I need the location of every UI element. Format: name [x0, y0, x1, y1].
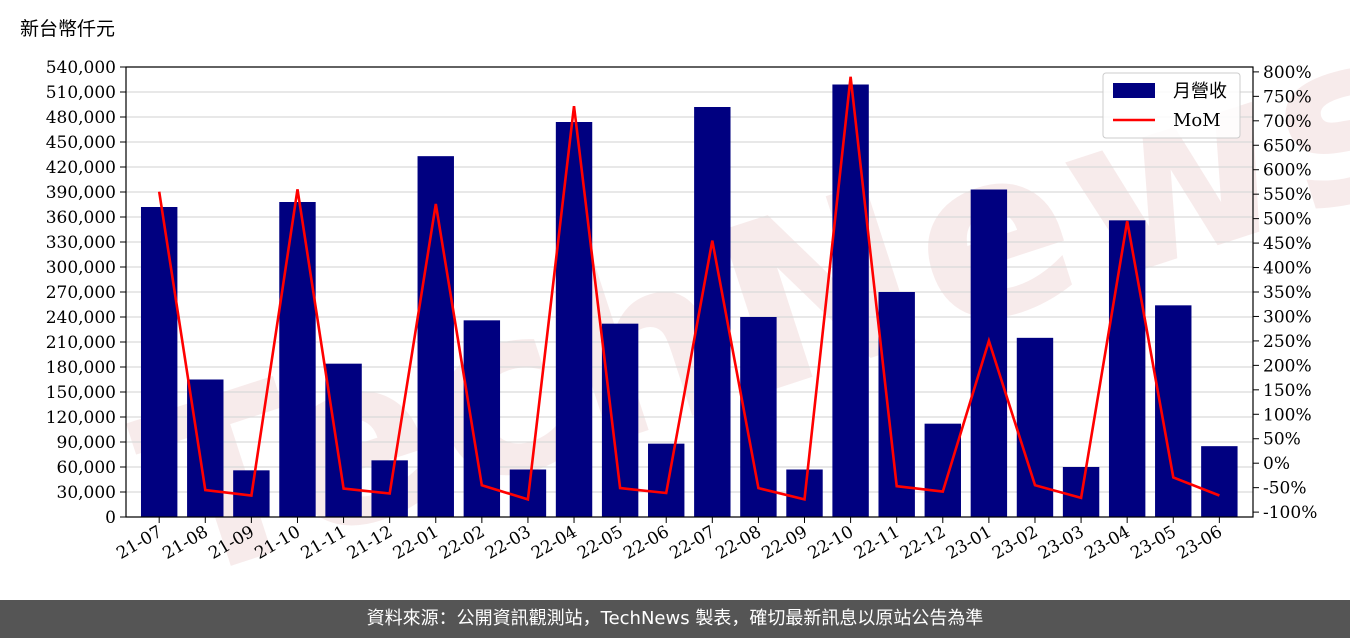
bar — [279, 202, 316, 517]
bar — [463, 320, 501, 517]
bar — [1201, 446, 1238, 517]
y-right-tick-label: 450% — [1263, 234, 1312, 254]
bar — [1016, 337, 1054, 517]
y-right-tick-label: 0% — [1263, 454, 1290, 474]
mom-line — [157, 76, 1220, 502]
y-right-tick-label: 700% — [1263, 112, 1312, 132]
x-tick-label: 22-08 — [712, 522, 764, 564]
y-right-tick-label: 650% — [1263, 136, 1312, 156]
legend-label-revenue: 月營收 — [1173, 81, 1227, 102]
x-tick-label: 23-01 — [943, 522, 995, 564]
y-left-tick-label: 450,000 — [46, 133, 116, 153]
x-tick-label: 22-12 — [897, 522, 949, 564]
y-left-tick-label: 270,000 — [46, 283, 116, 303]
x-tick-label: 21-07 — [113, 522, 165, 564]
y-right-tick-label: 800% — [1263, 63, 1312, 83]
x-tick-label: 21-08 — [159, 522, 211, 564]
y-right-tick-label: 200% — [1263, 356, 1312, 376]
bar — [555, 122, 593, 517]
y-right-tick-label: -100% — [1263, 503, 1317, 523]
x-tick-label: 22-01 — [390, 522, 442, 564]
y-left-tick-label: 510,000 — [46, 83, 116, 103]
y-left-tick-label: 150,000 — [46, 383, 116, 403]
bar — [648, 443, 685, 517]
x-tick-label: 23-03 — [1035, 522, 1087, 564]
y-left-tick-label: 30,000 — [57, 483, 116, 503]
x-tick-label: 22-09 — [759, 522, 811, 564]
y-right-tick-label: 750% — [1263, 87, 1312, 107]
plot-frame — [125, 66, 1254, 518]
y-right-tick-label: 550% — [1263, 185, 1312, 205]
y-left-tick-label: 540,000 — [46, 58, 116, 78]
x-tick-label: 22-02 — [436, 522, 488, 564]
footer-source: 資料來源：公開資訊觀測站，TechNews 製表，確切最新訊息以原站公告為準 — [0, 600, 1350, 638]
x-tick-label: 23-05 — [1127, 522, 1179, 564]
legend-label-mom: MoM — [1173, 110, 1221, 131]
legend-swatch-bar — [1113, 83, 1155, 98]
y-right-tick-label: 250% — [1263, 332, 1312, 352]
y-right-tick-label: 50% — [1263, 430, 1301, 450]
y-left-tick-label: 480,000 — [46, 108, 116, 128]
y-left-tick-label: 420,000 — [46, 158, 116, 178]
x-tick-label: 21-10 — [252, 522, 304, 564]
y-right-tick-label: -50% — [1263, 479, 1307, 499]
bar — [832, 84, 869, 517]
y-right-tick-label: 600% — [1263, 161, 1312, 181]
x-tick-label: 22-07 — [666, 522, 718, 564]
y-left-tick-label: 390,000 — [46, 183, 116, 203]
x-tick-label: 22-06 — [620, 522, 672, 564]
x-tick-label: 23-04 — [1081, 522, 1133, 564]
unit-label: 新台幣仟元 — [20, 18, 116, 40]
bar — [325, 363, 362, 517]
y-left-tick-label: 300,000 — [46, 258, 116, 278]
x-tick-label: 23-06 — [1173, 522, 1225, 564]
x-tick-label: 22-04 — [528, 522, 580, 564]
bar — [924, 423, 961, 517]
bar — [140, 207, 178, 517]
x-tick-label: 21-12 — [344, 522, 396, 564]
y-left-tick-label: 330,000 — [46, 233, 116, 253]
chart: 0 30,000 60,000 90,000 120,000 150,000 180,000… — [46, 58, 1318, 564]
bar — [417, 156, 454, 517]
y-left-tick-label: 90,000 — [57, 433, 116, 453]
y-right-tick-label: 400% — [1263, 259, 1312, 279]
x-tick-label: 21-09 — [205, 522, 257, 564]
x-tick-label: 22-05 — [574, 522, 626, 564]
y-right-tick-label: 100% — [1263, 405, 1312, 425]
y-left-tick-label: 60,000 — [57, 458, 116, 478]
y-left-tick-label: 120,000 — [46, 408, 116, 428]
y-right-tick-label: 150% — [1263, 381, 1312, 401]
y-left-tick-label: 180,000 — [46, 358, 116, 378]
y-right-tick-label: 300% — [1263, 307, 1312, 327]
y-left-tick-label: 360,000 — [46, 208, 116, 228]
bar — [187, 379, 224, 517]
bar — [1108, 220, 1146, 518]
y-right-tick-label: 500% — [1263, 210, 1312, 230]
x-tick-label: 23-02 — [989, 522, 1041, 564]
y-right-tick-label: 350% — [1263, 283, 1312, 303]
y-left-tick-label: 210,000 — [46, 333, 116, 353]
x-tick-label: 22-11 — [851, 522, 903, 564]
x-tick-label: 22-10 — [805, 522, 857, 564]
bar — [970, 189, 1008, 517]
x-tick-label: 21-11 — [298, 522, 350, 564]
y-left-tick-label: 240,000 — [46, 308, 116, 328]
x-tick-label: 22-03 — [482, 522, 534, 564]
y-left-tick-label: 0 — [105, 508, 116, 528]
